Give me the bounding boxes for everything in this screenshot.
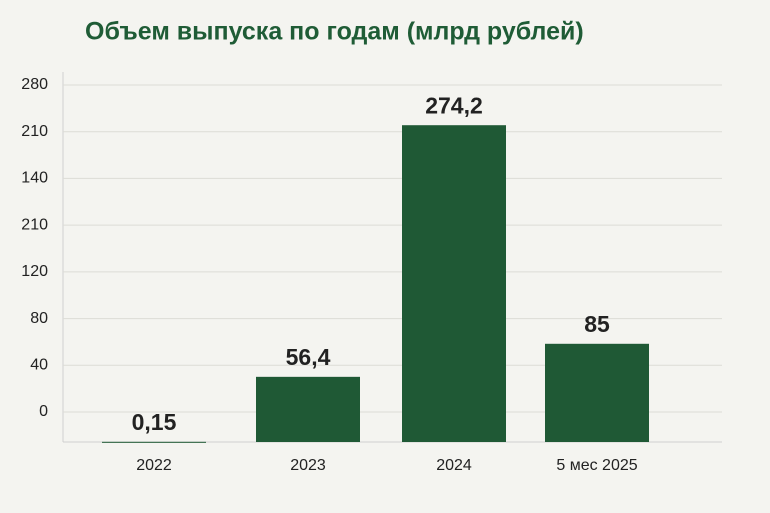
y-tick-label: 120 (21, 263, 48, 280)
bar (402, 125, 506, 443)
bar (545, 343, 649, 442)
x-tick-label: 2023 (290, 457, 326, 474)
y-tick-label: 210 (21, 123, 48, 140)
y-tick-label: 280 (21, 76, 48, 93)
y-tick-label: 140 (21, 170, 48, 187)
value-label: 0,15 (132, 409, 177, 435)
x-tick-label: 5 мес 2025 (556, 457, 637, 474)
y-tick-label: 80 (30, 310, 48, 327)
value-label: 56,4 (286, 344, 331, 370)
x-tick-label: 2022 (136, 457, 172, 474)
bar (102, 441, 206, 443)
y-tick-label: 210 (21, 216, 48, 233)
y-tick-label: 0 (39, 403, 48, 420)
bar (256, 376, 360, 442)
value-label: 274,2 (425, 92, 483, 118)
value-label: 85 (584, 311, 610, 337)
chart-title: Объем выпуска по годам (млрд рублей) (85, 18, 584, 46)
y-tick-label: 40 (30, 357, 48, 374)
x-tick-label: 2024 (436, 457, 472, 474)
